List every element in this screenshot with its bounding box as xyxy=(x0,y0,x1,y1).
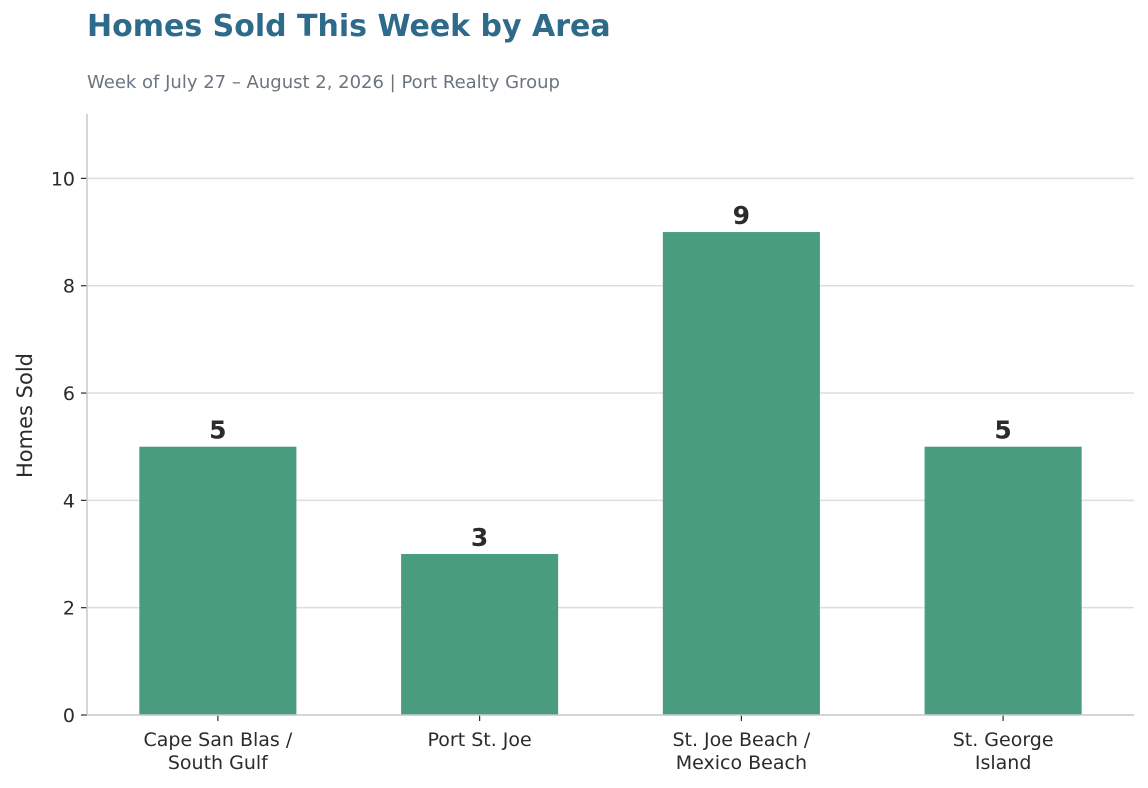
chart-title: Homes Sold This Week by Area xyxy=(87,9,611,44)
x-tick-label: Port St. Joe xyxy=(428,729,532,751)
axes xyxy=(81,114,1134,721)
bar-value-label: 5 xyxy=(994,416,1011,445)
bar-value-label: 3 xyxy=(471,523,488,552)
chart-subtitle: Week of July 27 – August 2, 2026 | Port … xyxy=(87,72,560,93)
y-tick-label: 2 xyxy=(63,598,75,620)
x-tick-label: Cape San Blas / South Gulf xyxy=(143,729,292,774)
bars xyxy=(139,232,1082,715)
y-tick-label: 10 xyxy=(51,168,75,190)
bar xyxy=(401,554,559,715)
x-tick-label: St. George Island xyxy=(953,729,1054,774)
y-tick-label: 4 xyxy=(63,490,75,512)
y-axis-title: Homes Sold xyxy=(13,353,37,478)
x-tick-label: St. Joe Beach / Mexico Beach xyxy=(672,729,810,774)
bar xyxy=(139,446,297,715)
labels: 0 2 4 6 8 10 5 Cape San Blas / South Gulf 3 Port S… xyxy=(13,168,1054,774)
y-tick-label: 6 xyxy=(63,383,75,405)
y-tick-label: 8 xyxy=(63,276,75,298)
bar-value-label: 5 xyxy=(209,416,226,445)
y-tick-label: 0 xyxy=(63,705,75,727)
bar xyxy=(662,232,820,715)
bar-value-label: 9 xyxy=(733,201,750,230)
bar xyxy=(924,446,1082,715)
